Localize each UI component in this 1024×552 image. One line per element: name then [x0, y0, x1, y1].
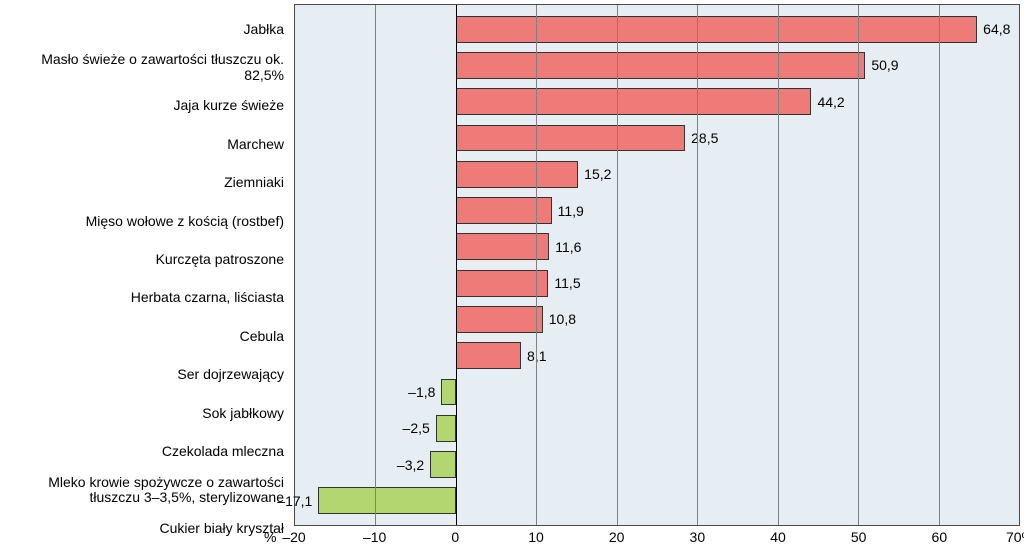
bars-container: 64,8 50,9 44,2 28,5 15,2 11,9 11,6 11,5 10,8 8,1 –…	[295, 11, 1019, 519]
bar-row: 64,8	[295, 11, 1019, 47]
bar-row: 44,2	[295, 84, 1019, 120]
value-label: 64,8	[983, 21, 1010, 37]
y-label: Masło świeże o zawartości tłuszczu ok. 8…	[4, 48, 294, 86]
bar-row: 11,9	[295, 192, 1019, 228]
bar	[456, 306, 543, 333]
bar-row: –3,2	[295, 446, 1019, 482]
y-label: Cukier biały kryształ	[4, 509, 294, 547]
x-axis: –20–10010203040506070%%	[294, 526, 1020, 548]
bar	[456, 125, 685, 152]
bar	[456, 16, 977, 43]
grid-line	[939, 5, 940, 525]
x-tick-label: –10	[363, 529, 386, 545]
y-axis-labels: JabłkaMasło świeże o zawartości tłuszczu…	[4, 4, 294, 548]
zero-line	[456, 5, 457, 525]
x-tick-label: 70%	[1006, 529, 1024, 545]
value-label: 44,2	[817, 94, 844, 110]
bar-row: 10,8	[295, 301, 1019, 337]
bar	[456, 161, 578, 188]
bar	[456, 342, 521, 369]
grid-line	[697, 5, 698, 525]
value-label: –1,8	[408, 384, 435, 400]
x-tick-label: 60	[932, 529, 948, 545]
value-label: –3,2	[397, 457, 424, 473]
y-label: Marchew	[4, 125, 294, 163]
grid-line	[617, 5, 618, 525]
x-tick-label: 30	[690, 529, 706, 545]
bar-row: 15,2	[295, 156, 1019, 192]
x-tick-label: 10	[528, 529, 544, 545]
grid-line	[375, 5, 376, 525]
y-label: Czekolada mleczna	[4, 433, 294, 471]
grid-line	[536, 5, 537, 525]
value-label: 10,8	[549, 311, 576, 327]
value-label: –2,5	[403, 420, 430, 436]
grid-line	[778, 5, 779, 525]
y-label: Jaja kurze świeże	[4, 87, 294, 125]
price-change-chart: JabłkaMasło świeże o zawartości tłuszczu…	[4, 4, 1020, 548]
value-label: 11,5	[554, 275, 580, 291]
y-label: Jabłka	[4, 10, 294, 48]
bar	[436, 415, 456, 442]
value-label: –17,1	[277, 493, 312, 509]
bar	[318, 487, 456, 514]
bar-row: 50,9	[295, 47, 1019, 83]
x-tick-label: –20	[282, 529, 305, 545]
x-tick-label: 50	[851, 529, 867, 545]
bar	[441, 379, 455, 406]
bar-row: 28,5	[295, 120, 1019, 156]
y-label: Herbata czarna, liściasta	[4, 279, 294, 317]
bar-row: –2,5	[295, 410, 1019, 446]
bar-row: 11,5	[295, 265, 1019, 301]
x-tick-label: 0	[451, 529, 459, 545]
value-label: 15,2	[584, 166, 611, 182]
y-label: Cebula	[4, 317, 294, 355]
y-label: Ser dojrzewający	[4, 356, 294, 394]
bar	[456, 233, 549, 260]
value-label: 50,9	[871, 57, 898, 73]
y-label: Mięso wołowe z kością (rostbef)	[4, 202, 294, 240]
y-label: Sok jabłkowy	[4, 394, 294, 432]
bar-row: 8,1	[295, 338, 1019, 374]
value-label: 11,9	[558, 203, 584, 219]
plot-area: 64,8 50,9 44,2 28,5 15,2 11,9 11,6 11,5 10,8 8,1 –…	[294, 4, 1020, 526]
bar	[456, 52, 865, 79]
grid-line	[858, 5, 859, 525]
bar-row: –17,1	[295, 483, 1019, 519]
bar	[456, 270, 549, 297]
bar-row: 11,6	[295, 229, 1019, 265]
bar-row: –1,8	[295, 374, 1019, 410]
value-label: 11,6	[555, 239, 581, 255]
x-tick-label: 20	[609, 529, 625, 545]
bar	[456, 88, 812, 115]
bar	[430, 451, 456, 478]
x-tick-label: 40	[770, 529, 786, 545]
y-label: Kurczęta patroszone	[4, 241, 294, 279]
y-label: Mleko krowie spożywcze o zawartościtłusz…	[4, 471, 294, 509]
y-label: Ziemniaki	[4, 164, 294, 202]
percent-prefix: %	[264, 529, 276, 545]
value-label: 28,5	[691, 130, 718, 146]
plot-column: 64,8 50,9 44,2 28,5 15,2 11,9 11,6 11,5 10,8 8,1 –…	[294, 4, 1020, 548]
